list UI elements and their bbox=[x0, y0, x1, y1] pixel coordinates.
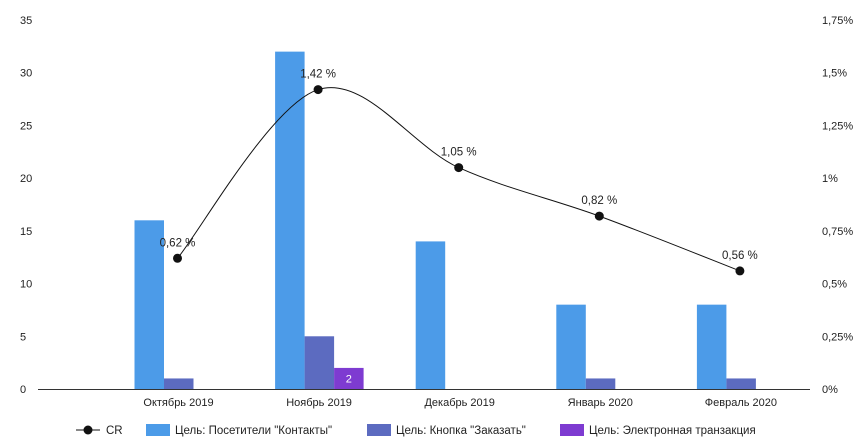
x-tick-label: Февраль 2020 bbox=[705, 397, 777, 409]
y-left-tick-label: 25 bbox=[20, 120, 32, 132]
cr-data-label: 0,56 % bbox=[722, 250, 758, 262]
cr-point bbox=[173, 253, 182, 263]
y-right-tick-label: 1,25% bbox=[822, 120, 853, 132]
y-left-tick-label: 35 bbox=[20, 15, 32, 27]
y-right-tick-label: 1,75% bbox=[822, 15, 853, 27]
y-left-tick-label: 5 bbox=[20, 331, 26, 343]
bar bbox=[275, 51, 305, 389]
cr-point bbox=[454, 163, 464, 173]
bar bbox=[585, 378, 616, 389]
x-tick-label: Октябрь 2019 bbox=[143, 397, 213, 409]
legend-swatch bbox=[560, 424, 584, 436]
legend-swatch bbox=[367, 424, 391, 436]
legend-cr-swatch-dot bbox=[83, 425, 93, 435]
bar bbox=[164, 378, 194, 389]
y-right-tick-label: 0,25% bbox=[822, 331, 853, 343]
bar bbox=[556, 304, 586, 389]
y-left-tick-label: 30 bbox=[20, 68, 32, 80]
y-left-tick-label: 10 bbox=[20, 279, 32, 291]
y-right-tick-label: 1,5% bbox=[822, 68, 847, 80]
bar bbox=[696, 304, 727, 389]
bar bbox=[134, 220, 164, 389]
bar bbox=[415, 241, 446, 389]
x-tick-label: Январь 2020 bbox=[568, 397, 633, 409]
bar bbox=[334, 367, 364, 389]
y-left-tick-label: 20 bbox=[20, 173, 32, 185]
legend-label: CR bbox=[106, 425, 123, 437]
cr-line-layer: 0,62 % 1,42 % 1,05 % 0,82 % 0,56 % bbox=[160, 69, 758, 276]
y-right-tick-label: 1% bbox=[822, 173, 838, 185]
bars bbox=[134, 51, 756, 389]
legend-label: Цель: Электронная транзакция bbox=[589, 425, 756, 437]
bar-data-label: 2 bbox=[346, 373, 352, 385]
cr-point bbox=[594, 211, 604, 221]
y-axis-left: 0 5 10 15 20 25 30 35 bbox=[20, 15, 32, 396]
y-left-tick-label: 15 bbox=[20, 226, 32, 238]
cr-data-label: 0,62 % bbox=[160, 237, 196, 249]
cr-data-label: 1,42 % bbox=[300, 69, 336, 81]
x-tick-label: Ноябрь 2019 bbox=[286, 397, 352, 409]
legend-swatch bbox=[146, 424, 170, 436]
bar-labels: 2 bbox=[346, 373, 352, 385]
cr-line bbox=[177, 87, 741, 272]
y-right-tick-label: 0,75% bbox=[822, 226, 853, 238]
legend: CR Цель: Посетители "Контакты" Цель: Кнопк… bbox=[76, 424, 756, 437]
cr-data-label: 0,82 % bbox=[581, 195, 617, 207]
bar bbox=[726, 378, 756, 389]
bar bbox=[304, 336, 335, 389]
y-right-tick-label: 0,5% bbox=[822, 279, 847, 291]
legend-label: Цель: Посетители "Контакты" bbox=[175, 425, 332, 437]
x-tick-label: Декабрь 2019 bbox=[424, 397, 494, 409]
y-right-tick-label: 0% bbox=[822, 384, 838, 396]
y-axis-right: 0% 0,25% 0,5% 0,75% 1% 1,25% 1,5% 1,75% bbox=[822, 15, 853, 396]
cr-data-label: 1,05 % bbox=[441, 147, 477, 159]
cr-point bbox=[735, 266, 745, 276]
x-axis: Октябрь 2019 Ноябрь 2019 Декабрь 2019 Январ… bbox=[143, 397, 777, 409]
cr-point bbox=[313, 85, 323, 95]
legend-label: Цель: Кнопка "Заказать" bbox=[396, 425, 526, 437]
y-left-tick-label: 0 bbox=[20, 384, 26, 396]
